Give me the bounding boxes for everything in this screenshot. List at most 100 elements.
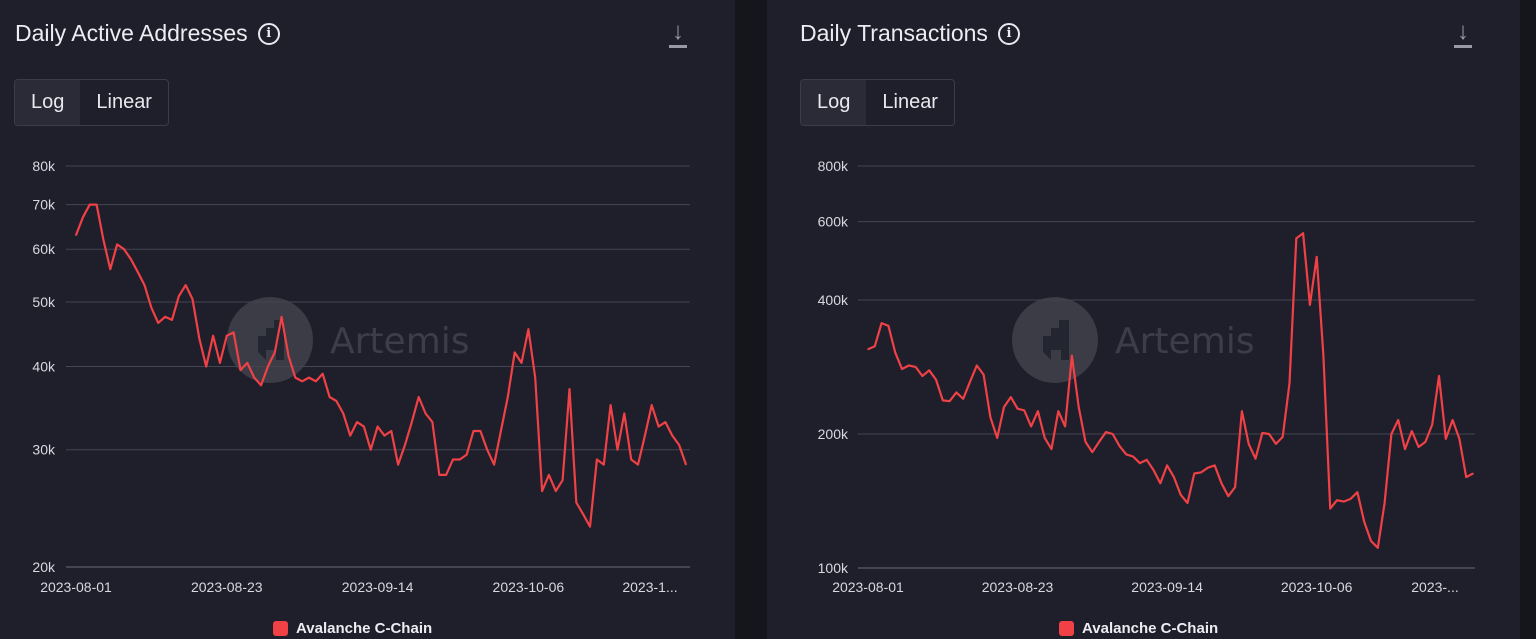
data-point [982, 373, 985, 376]
data-point [363, 425, 365, 428]
data-point [1166, 464, 1168, 467]
data-point [867, 348, 869, 351]
data-point [335, 400, 338, 402]
data-point [109, 268, 112, 270]
data-point [657, 425, 660, 428]
data-point [582, 513, 584, 516]
data-point [527, 328, 530, 331]
data-point [225, 334, 228, 337]
x-tick-label: 2023-10-06 [493, 579, 565, 595]
line-chart: Artemis 100k 200k 400k 600k 800k 2023-08-01 202… [818, 158, 1475, 595]
data-point [404, 444, 406, 446]
data-point [239, 369, 242, 371]
data-point [678, 444, 680, 446]
data-point [887, 325, 890, 327]
data-point [411, 421, 413, 423]
data-point [575, 501, 578, 504]
data-point [116, 243, 118, 246]
data-point [273, 351, 276, 354]
data-point [1431, 423, 1434, 426]
data-point [589, 525, 591, 528]
data-point [479, 430, 482, 432]
legend-item[interactable]: Avalanche C-Chain [273, 620, 432, 637]
data-point [989, 416, 992, 419]
data-point [88, 203, 91, 206]
watermark-text: Artemis [330, 321, 470, 362]
info-icon[interactable]: i [997, 22, 1020, 45]
y-tick-label: 40k [32, 359, 56, 375]
data-point [1030, 425, 1032, 428]
download-icon[interactable]: ↓ [1453, 20, 1473, 48]
data-point [1445, 438, 1447, 440]
data-point [164, 315, 166, 318]
data-point [630, 458, 632, 461]
data-point [171, 319, 173, 321]
data-point [1173, 476, 1175, 478]
data-point [1458, 438, 1461, 440]
info-icon[interactable]: i [257, 22, 280, 45]
data-point [123, 248, 125, 251]
data-point [637, 463, 639, 466]
y-tick-label: 800k [818, 158, 849, 174]
data-point [136, 270, 139, 273]
data-point [914, 366, 917, 368]
x-tick-label: 2023-09-14 [1131, 579, 1203, 595]
data-point [1213, 464, 1216, 467]
data-point [996, 437, 998, 439]
data-point [438, 474, 441, 476]
data-point [1023, 409, 1026, 412]
data-point [486, 448, 489, 451]
data-point [253, 376, 256, 379]
x-tick-label: 2023-1... [622, 579, 677, 595]
data-point [328, 396, 331, 398]
data-point [568, 388, 571, 390]
data-point [554, 490, 557, 492]
x-tick-label: 2023-... [1411, 579, 1458, 595]
data-point [260, 384, 262, 386]
data-point [935, 378, 937, 381]
data-point [1247, 443, 1250, 445]
data-point [664, 421, 667, 423]
data-point [82, 216, 84, 219]
data-point [1417, 446, 1420, 448]
linear-button[interactable]: Linear [882, 91, 938, 113]
data-point [1465, 476, 1468, 478]
data-point [561, 479, 564, 481]
data-point [102, 238, 105, 241]
data-point [500, 430, 502, 432]
data-point [1288, 382, 1291, 385]
data-point [1227, 495, 1230, 497]
linear-button[interactable]: Linear [96, 91, 152, 113]
data-point [1105, 431, 1107, 433]
data-point [1200, 471, 1202, 474]
data-point [178, 295, 180, 298]
log-button[interactable]: Log [15, 80, 81, 125]
y-tick-label: 200k [818, 426, 849, 442]
data-point [1003, 406, 1005, 408]
log-button[interactable]: Log [801, 80, 867, 125]
data-point [1057, 410, 1060, 413]
data-point [417, 396, 420, 398]
data-point [1390, 433, 1393, 435]
x-tick-label: 2023-08-01 [40, 579, 112, 595]
data-point [644, 434, 646, 437]
download-icon[interactable]: ↓ [668, 20, 688, 48]
data-point [459, 458, 461, 461]
data-point [342, 412, 345, 415]
y-tick-label: 60k [32, 241, 56, 257]
data-point [534, 376, 537, 379]
data-point [1309, 304, 1311, 306]
legend-item[interactable]: Avalanche C-Chain [1059, 620, 1218, 637]
data-point [1193, 472, 1196, 475]
data-point [143, 284, 146, 286]
data-point [1234, 486, 1236, 488]
data-point [1220, 482, 1223, 485]
data-point [1037, 410, 1039, 413]
data-point [1125, 453, 1128, 456]
data-point [1363, 520, 1366, 523]
data-point [1145, 459, 1148, 461]
data-point [150, 306, 153, 309]
data-point [1098, 441, 1100, 443]
data-point [1186, 502, 1189, 504]
data-point [212, 334, 214, 337]
